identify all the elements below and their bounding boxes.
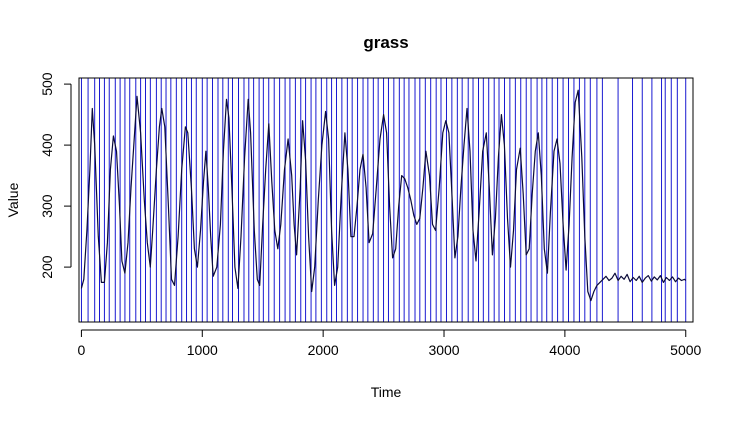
x-tick-label: 1000 xyxy=(187,342,218,358)
x-axis: 0 1000 2000 3000 4000 5000 xyxy=(78,329,702,358)
chart-title: grass xyxy=(363,33,408,52)
y-tick-label: 500 xyxy=(39,72,55,96)
y-tick-label: 200 xyxy=(39,255,55,279)
x-tick-label: 2000 xyxy=(308,342,339,358)
series-line xyxy=(80,89,687,302)
plot-frame xyxy=(78,77,694,323)
x-tick-label: 0 xyxy=(78,342,86,358)
y-axis-label: Value xyxy=(5,182,21,217)
x-axis-label: Time xyxy=(371,384,402,400)
x-tick-label: 4000 xyxy=(549,342,580,358)
x-tick-label: 3000 xyxy=(428,342,459,358)
y-tick-label: 400 xyxy=(39,133,55,157)
y-axis: 200 300 400 500 xyxy=(39,72,72,279)
x-tick-label: 5000 xyxy=(670,342,701,358)
series-layer xyxy=(80,89,687,302)
y-tick-label: 300 xyxy=(39,194,55,218)
